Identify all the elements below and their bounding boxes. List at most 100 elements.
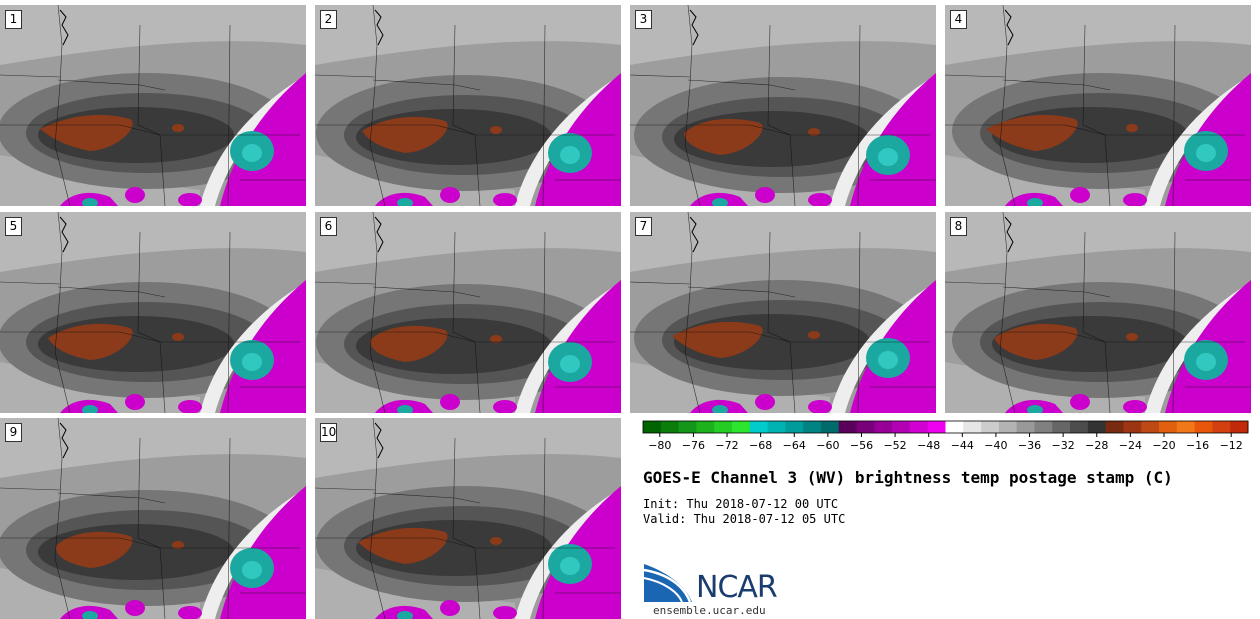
state-border: [315, 74, 376, 78]
colorbar-swatch: [838, 421, 858, 433]
cold-core-region: [358, 527, 448, 564]
colorbar-swatch: [856, 421, 875, 433]
coastline: [374, 422, 384, 459]
state-border: [369, 418, 386, 619]
moist-band-north: [0, 418, 306, 478]
postage-stamp-panel-7: 7: [630, 212, 936, 413]
water-vapor-map: [315, 5, 621, 206]
colorbar-tick-label: −12: [1220, 439, 1243, 452]
colorbar-frame: [642, 420, 1249, 434]
convection-south-cell: [125, 394, 145, 410]
state-border: [945, 124, 1106, 136]
water-vapor-map: [945, 212, 1251, 413]
moist-band-north: [0, 5, 306, 65]
colorbar-tick-label: −64: [783, 439, 806, 452]
cold-core-patch: [172, 541, 184, 549]
convection-south-core: [397, 611, 413, 619]
state-border: [767, 24, 796, 206]
ncar-logo-icon: [643, 564, 692, 603]
moist-plume: [515, 282, 621, 413]
state-border: [137, 231, 166, 413]
colorbar-tick-label: −76: [682, 439, 705, 452]
convection-core-inner: [560, 146, 580, 164]
state-border: [227, 24, 231, 206]
state-border: [227, 437, 231, 619]
colorbar-tick-label: −56: [850, 439, 873, 452]
colorbar-tick-label: −52: [883, 439, 906, 452]
colorbar-swatch: [1176, 421, 1196, 433]
moist-band-north: [315, 212, 621, 272]
colorbar-tick-label: −60: [816, 439, 839, 452]
panel-number: 10: [320, 423, 337, 442]
moist-plume: [830, 75, 936, 206]
colorbar-swatch: [660, 421, 680, 433]
moist-plume: [200, 488, 306, 619]
cold-core-patch: [1126, 124, 1138, 132]
colorbar-swatch: [803, 421, 822, 433]
convection-south-core: [397, 405, 413, 413]
state-border: [57, 79, 166, 91]
panel-number: 7: [635, 217, 652, 236]
state-border: [315, 124, 476, 136]
cold-core-patch: [172, 333, 184, 341]
moist-band-north: [945, 212, 1251, 272]
postage-stamp-panel-10: 10: [315, 418, 621, 619]
colorbar-tick-label: −68: [749, 439, 772, 452]
colorbar-swatch: [1159, 421, 1178, 433]
chart-title: GOES-E Channel 3 (WV) brightness temp po…: [643, 468, 1173, 487]
moist-band-north: [315, 418, 621, 478]
panel-number: 2: [320, 10, 337, 29]
colorbar-swatch: [874, 421, 893, 433]
moist-band-north: [630, 212, 936, 272]
water-vapor-map: [0, 418, 306, 619]
colorbar-swatch: [643, 421, 662, 433]
coastline: [374, 216, 384, 253]
state-border: [945, 281, 1006, 285]
moist-band-north: [945, 5, 1251, 65]
coastline: [689, 9, 699, 46]
colorbar-tick-label: −72: [715, 439, 738, 452]
convection-core-inner: [560, 557, 580, 575]
state-border: [1172, 231, 1176, 413]
water-vapor-map: [630, 5, 936, 206]
state-border: [372, 286, 481, 298]
colorbar-swatch: [1052, 421, 1071, 433]
colorbar-swatch: [1212, 421, 1231, 433]
state-border: [857, 231, 861, 413]
coastline: [59, 9, 69, 46]
state-border: [315, 537, 476, 549]
state-border: [542, 24, 546, 206]
convection-core-inner: [242, 561, 262, 579]
logo-url: ensemble.ucar.edu: [653, 604, 766, 617]
colorbar-swatch: [696, 421, 715, 433]
colorbar: −80 −76 −72 −68 −64 −60 −56 −52 −48 −44 −40 −36 −32−…: [642, 420, 1249, 452]
convection-south-core: [397, 198, 413, 206]
moist-plume: [515, 75, 621, 206]
moist-plume: [200, 282, 306, 413]
state-border: [0, 74, 61, 78]
state-border: [315, 281, 376, 285]
state-border: [630, 331, 791, 343]
moist-plume: [1145, 282, 1251, 413]
colorbar-swatch: [678, 421, 697, 433]
state-border: [1172, 24, 1176, 206]
convection-south-cell: [1123, 400, 1147, 413]
state-border: [315, 487, 376, 491]
state-border: [137, 24, 166, 206]
colorbar-swatch: [731, 421, 751, 433]
state-border: [999, 212, 1016, 413]
state-border: [1002, 286, 1111, 298]
state-border: [945, 74, 1006, 78]
postage-stamp-panel-1: 1: [0, 5, 306, 206]
colorbar-tick-label: −32: [1052, 439, 1075, 452]
colorbar-swatch: [981, 421, 1000, 433]
colorbar-swatch: [1141, 421, 1160, 433]
colorbar-swatch: [963, 421, 982, 433]
moist-plume: [200, 75, 306, 206]
convection-south-cell: [808, 193, 832, 206]
convection-core-inner: [1196, 353, 1216, 371]
state-border: [372, 492, 481, 504]
coastline: [1004, 9, 1014, 46]
state-border: [372, 79, 481, 91]
convection-core-inner: [242, 144, 262, 162]
